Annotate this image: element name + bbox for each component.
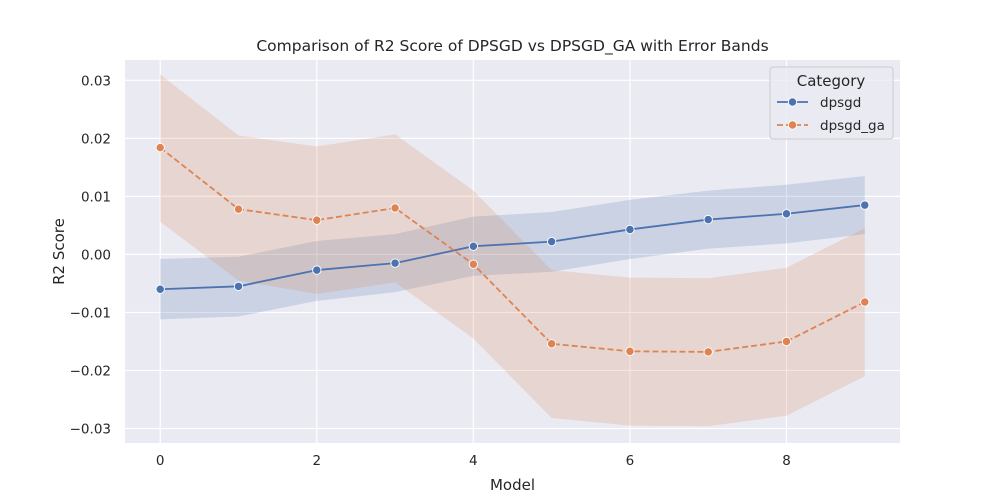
data-point-dpsgd_ga [703,347,713,357]
y-axis-label: R2 Score [50,218,68,285]
y-tick-label: 0.03 [81,73,111,89]
data-point-dpsgd_ga [860,297,870,307]
error-bands [160,74,865,427]
y-tick-label: −0.03 [70,421,111,437]
x-tick-label: 2 [312,453,321,469]
data-point-dpsgd [155,284,165,294]
series-lines [159,146,866,353]
data-point-dpsgd [546,236,557,247]
chart-title: Comparison of R2 Score of DPSGD vs DPSGD… [256,37,768,56]
x-tick-label: 4 [469,453,478,469]
data-point-dpsgd_ga [468,259,479,269]
x-tick-label: 0 [156,453,165,469]
y-tick-label: 0.02 [81,131,111,147]
x-axis-label: Model [490,476,535,494]
legend-box [769,66,894,140]
legend-swatch-marker-dpsgd_ga [787,120,798,130]
data-point-dpsgd [468,241,479,251]
legend: Category dpsgd dpsgd_ga [769,66,894,140]
legend-label-dpsgd_ga: dpsgd_ga [820,118,885,134]
data-point-dpsgd [233,281,244,291]
data-point-dpsgd_ga [625,346,635,356]
y-tick-label: −0.02 [70,363,111,379]
data-point-dpsgd [703,214,713,225]
legend-label-dpsgd: dpsgd [820,95,861,111]
data-point-dpsgd_ga [233,204,244,214]
y-tick-label: 0.01 [81,189,111,205]
data-point-dpsgd [781,209,792,219]
data-point-dpsgd_ga [312,215,322,225]
y-tick-label: 0.00 [81,247,111,263]
x-tick-label: 6 [626,453,635,469]
error-band-dpsgd_ga [160,74,865,427]
y-tick-label: −0.01 [70,305,111,321]
data-point-dpsgd_ga [781,336,792,347]
legend-swatch-marker-dpsgd [787,97,798,107]
data-point-dpsgd [625,224,635,235]
series-markers [155,142,870,357]
legend-entries: dpsgd dpsgd_ga [777,95,885,134]
x-tick-label: 8 [782,453,791,469]
series-line-dpsgd [160,204,865,291]
data-point-dpsgd [312,265,322,275]
data-point-dpsgd [860,200,870,210]
data-point-dpsgd_ga [546,339,557,349]
data-point-dpsgd_ga [390,203,400,213]
data-point-dpsgd [390,258,400,268]
legend-title: Category [797,72,866,90]
tick-labels: 0 2 4 6 8 −0.03 −0.02 −0.01 0.00 0.01 0.02 0.03 [70,73,791,469]
data-point-dpsgd_ga [155,142,165,153]
error-band-dpsgd [160,176,865,320]
series-line-dpsgd_ga [159,146,866,353]
